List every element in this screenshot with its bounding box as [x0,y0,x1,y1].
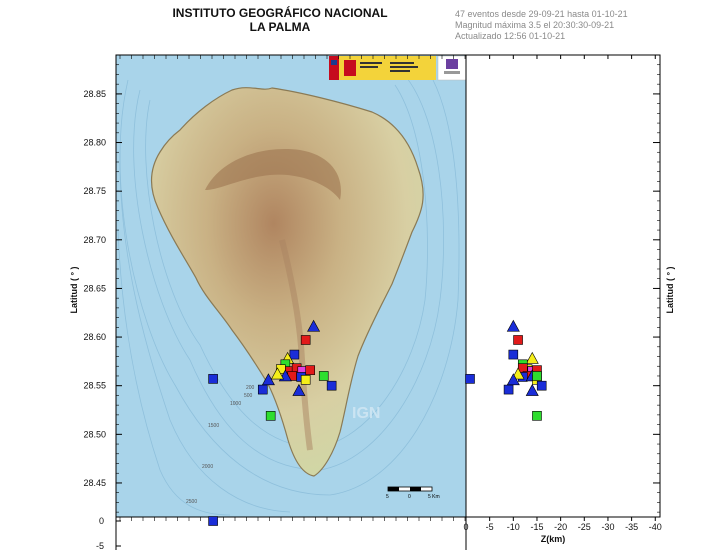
map-watermark: IGN [352,405,380,422]
lat-tick-label: 28.50 [83,429,106,439]
lat-tick-label: 28.70 [83,235,106,245]
event-marker-blue-triangle [307,319,321,332]
depth-tick-label: -5 [96,541,104,550]
map-panel: IGN 200 500 1000 1500 2000 2500 5 0 5 Km [115,54,467,518]
event-marker-blue-square [508,349,519,360]
summary-line-3: Actualizado 12:56 01-10-21 [455,31,566,41]
event-marker-yellow-square [300,375,311,385]
lat-tick-label: 28.60 [83,332,106,342]
event-marker-blue-triangle [525,383,539,396]
summary-line-2: Magnitud máxima 3.5 el 20:30:30-09-21 [455,20,615,30]
government-logo [329,56,436,80]
event-marker-green-square [318,371,329,381]
z-tick-label: -20 [554,522,567,532]
z-tick-label: -10 [507,522,520,532]
event-marker-green-square [532,371,542,381]
event-marker-blue-square [257,384,268,395]
z-tick-label: -40 [649,522,662,532]
lat-tick-label: 28.80 [83,138,106,148]
scale-label-right: 5 Km [428,494,440,500]
map-events [208,319,337,526]
contour-label-2500: 2500 [186,499,197,505]
event-marker-blue-square [208,374,218,384]
event-marker-green-square [532,411,542,421]
lat-tick-label: 28.75 [83,186,106,196]
cumbre-vieja-ridge [279,239,313,451]
map-scale-bar: 5 0 5 Km [386,486,440,500]
event-marker-blue-square [326,380,337,391]
contour-labels: 200 500 1000 1500 2000 2500 [186,385,255,505]
lat-tick-label: 28.65 [83,283,106,293]
depth-tick-label: 0 [99,516,104,526]
z-tick-label: -5 [486,522,494,532]
contour-label-1000: 1000 [230,401,241,407]
axes-layer: 28.85 28.80 28.75 28.70 28.65 28.60 28.55 28.50… [83,55,662,550]
event-marker-red-square [513,335,523,345]
contour-label-500: 500 [244,393,253,399]
lat-tick-label: 28.45 [83,478,106,488]
event-marker-red-square [300,335,311,345]
z-tick-label: -25 [578,522,591,532]
event-marker-blue-triangle [292,383,306,396]
event-marker-blue-square [289,349,300,360]
region-title: LA PALMA [249,20,311,34]
z-axis-label: Z(km) [541,534,566,544]
event-marker-blue-square [465,374,475,384]
caldera-ridge [205,149,341,200]
ign-logo [437,55,467,81]
z-tick-label: 0 [463,522,468,532]
scale-label-mid: 0 [408,494,411,500]
depth-events [465,319,547,421]
event-marker-blue-square [208,516,218,526]
contour-label-200: 200 [246,385,255,391]
lat-tick-label: 28.85 [83,89,106,99]
event-marker-yellow-triangle [525,351,539,364]
lat-tick-label: 28.55 [83,381,106,391]
z-tick-label: -30 [601,522,614,532]
contour-label-1500: 1500 [208,423,219,429]
summary-line-1: 47 eventos desde 29-09-21 hasta 01-10-21 [455,9,628,19]
scale-label-left: 5 [386,494,389,500]
event-marker-green-square [265,411,276,421]
z-tick-label: -35 [625,522,638,532]
institute-title: INSTITUTO GEOGRÁFICO NACIONAL [172,6,388,20]
event-marker-blue-square [536,380,547,391]
z-tick-label: -15 [530,522,543,532]
event-marker-blue-triangle [506,319,520,332]
event-marker-yellow-triangle [511,367,525,380]
event-marker-blue-square [503,384,514,395]
contour-label-2000: 2000 [202,464,213,470]
event-marker-yellow-triangle [270,367,284,380]
depth-panel [465,54,661,518]
depth-section-strip [115,516,467,550]
event-marker-red-square [305,365,315,375]
event-marker-blue-triangle [261,373,275,386]
